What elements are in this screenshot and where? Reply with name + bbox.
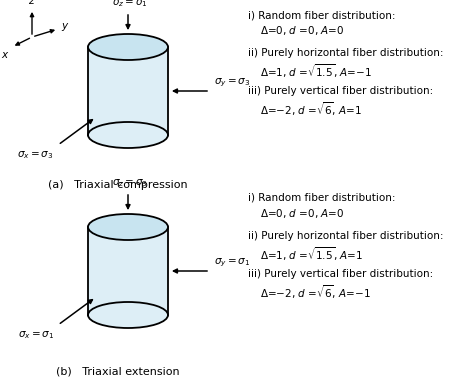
- Text: $\sigma_z = \sigma_3$: $\sigma_z = \sigma_3$: [112, 177, 148, 189]
- Text: ii) Purely horizontal fiber distribution:: ii) Purely horizontal fiber distribution…: [248, 48, 444, 58]
- Text: $\sigma_y = \sigma_1$: $\sigma_y = \sigma_1$: [214, 256, 250, 269]
- Text: i) Random fiber distribution:: i) Random fiber distribution:: [248, 193, 395, 203]
- Text: $\sigma_y = \sigma_3$: $\sigma_y = \sigma_3$: [214, 77, 251, 89]
- Ellipse shape: [88, 122, 168, 148]
- Text: $\Delta$=$-$2, $d$ =$\sqrt{6}$, $A$=1: $\Delta$=$-$2, $d$ =$\sqrt{6}$, $A$=1: [260, 100, 362, 118]
- Ellipse shape: [88, 34, 168, 60]
- Text: $\sigma_x = \sigma_1$: $\sigma_x = \sigma_1$: [18, 329, 54, 341]
- Text: $y$: $y$: [61, 21, 70, 33]
- Bar: [88, 47, 168, 135]
- Ellipse shape: [88, 302, 168, 328]
- Text: $\Delta$=$-$2, $d$ =$\sqrt{6}$, $A$=$-$1: $\Delta$=$-$2, $d$ =$\sqrt{6}$, $A$=$-$1: [260, 283, 371, 301]
- Text: iii) Purely vertical fiber distribution:: iii) Purely vertical fiber distribution:: [248, 269, 433, 279]
- Text: $z$: $z$: [28, 0, 36, 6]
- Text: $\Delta$=1, $d$ =$\sqrt{1.5}$, $A$=1: $\Delta$=1, $d$ =$\sqrt{1.5}$, $A$=1: [260, 245, 363, 263]
- Text: $\sigma_x = \sigma_3$: $\sigma_x = \sigma_3$: [18, 149, 54, 161]
- Text: $\Delta$=1, $d$ =$\sqrt{1.5}$, $A$=$-$1: $\Delta$=1, $d$ =$\sqrt{1.5}$, $A$=$-$1: [260, 62, 372, 80]
- Text: $x$: $x$: [1, 50, 10, 60]
- Bar: [88, 227, 168, 315]
- Text: iii) Purely vertical fiber distribution:: iii) Purely vertical fiber distribution:: [248, 86, 433, 96]
- Text: (a)   Triaxial compression: (a) Triaxial compression: [48, 180, 188, 190]
- Text: $\Delta$=0, $d$ =0, $A$=0: $\Delta$=0, $d$ =0, $A$=0: [260, 207, 345, 220]
- Text: ii) Purely horizontal fiber distribution:: ii) Purely horizontal fiber distribution…: [248, 231, 444, 241]
- Text: i) Random fiber distribution:: i) Random fiber distribution:: [248, 10, 395, 20]
- Text: $\Delta$=0, $d$ =0, $A$=0: $\Delta$=0, $d$ =0, $A$=0: [260, 24, 345, 37]
- Ellipse shape: [88, 214, 168, 240]
- Text: (b)   Triaxial extension: (b) Triaxial extension: [56, 367, 180, 377]
- Text: $\sigma_z = \sigma_1$: $\sigma_z = \sigma_1$: [112, 0, 148, 9]
